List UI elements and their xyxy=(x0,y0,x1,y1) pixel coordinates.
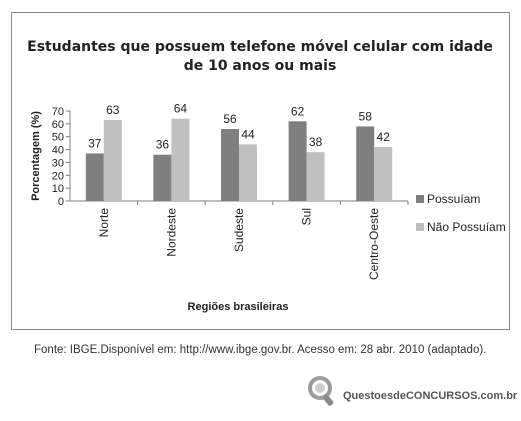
legend: Possuíam Não Possuíam xyxy=(416,192,506,234)
data-label: 63 xyxy=(106,103,120,117)
y-axis-title: Porcentagem (%) xyxy=(30,111,42,201)
bar xyxy=(85,153,104,201)
y-tick-label: 40 xyxy=(52,145,64,157)
data-labels: 37 63 36 64 56 44 62 38 58 42 xyxy=(88,102,390,152)
data-label: 62 xyxy=(291,104,305,118)
bar xyxy=(306,152,325,201)
data-label: 36 xyxy=(156,138,170,152)
data-label: 58 xyxy=(359,109,373,123)
y-tick-label: 60 xyxy=(52,119,64,131)
y-tick-label: 20 xyxy=(52,170,64,182)
category-label: Centro-Oeste xyxy=(367,208,381,280)
category-label: Sul xyxy=(300,208,314,225)
watermark-text: QuestoesdeCONCURSOS.com.br xyxy=(343,390,518,402)
bar-chart: Estudantes que possuem telefone móvel ce… xyxy=(27,39,506,313)
bar xyxy=(288,121,307,201)
watermark: QuestoesdeCONCURSOS.com.br xyxy=(306,372,518,412)
data-label: 42 xyxy=(377,130,391,144)
data-label: 38 xyxy=(309,135,323,149)
bar xyxy=(356,126,375,201)
y-tick-label: 10 xyxy=(52,183,64,195)
x-axis-title: Regiões brasileiras xyxy=(188,301,289,313)
source-caption: Fonte: IBGE.Disponível em: http://www.ib… xyxy=(34,344,487,356)
y-tick-label: 70 xyxy=(52,106,64,118)
chart-title-line-1: Estudantes que possuem telefone móvel ce… xyxy=(27,39,493,55)
y-tick-label: 0 xyxy=(58,196,64,208)
bar xyxy=(103,120,122,201)
watermark-logo-icon xyxy=(308,376,334,406)
bar xyxy=(171,118,190,201)
y-tick-label: 50 xyxy=(52,132,64,144)
legend-swatch xyxy=(416,223,424,231)
chart-frame: Estudantes que possuem telefone móvel ce… xyxy=(11,12,510,330)
bars xyxy=(85,118,393,201)
bar xyxy=(153,154,172,201)
category-label: Norte xyxy=(97,208,111,238)
bar xyxy=(374,147,393,201)
y-tick-label: 30 xyxy=(52,157,64,169)
data-label: 64 xyxy=(174,102,188,116)
bar xyxy=(221,129,239,201)
data-label: 56 xyxy=(223,112,237,126)
data-label: 37 xyxy=(88,136,102,150)
category-labels: Norte Nordeste Sudeste Sul Centro-Oeste xyxy=(97,208,381,280)
data-label: 44 xyxy=(241,127,255,141)
category-label: Nordeste xyxy=(164,208,178,257)
category-label: Sudeste xyxy=(232,208,246,252)
bar xyxy=(239,144,257,201)
legend-label: Não Possuíam xyxy=(427,220,506,234)
legend-label: Possuíam xyxy=(427,192,480,206)
chart-title-line-2: de 10 anos ou mais xyxy=(184,58,337,74)
legend-swatch xyxy=(416,195,424,203)
